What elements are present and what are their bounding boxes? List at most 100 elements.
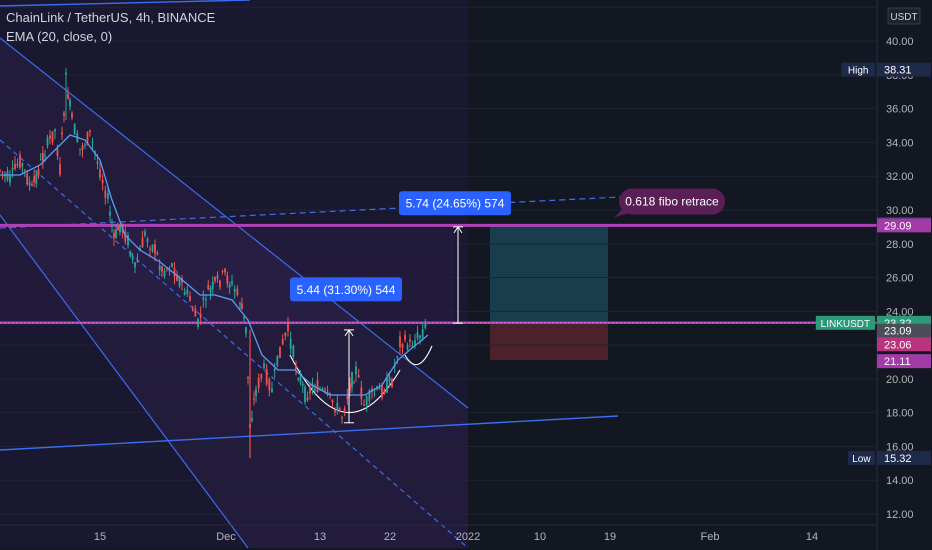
candle-body — [292, 345, 295, 357]
support-trend-line — [0, 415, 619, 451]
candle-body — [273, 368, 276, 371]
price-tag-value: 15.32 — [884, 453, 912, 465]
y-tick-label: 34.00 — [886, 137, 914, 149]
candle-body — [129, 251, 132, 257]
y-tick-label: 26.00 — [886, 273, 914, 285]
candle-body — [245, 327, 247, 334]
candle-body — [86, 131, 89, 145]
candle-body — [63, 112, 65, 116]
price-tag-value: 21.11 — [884, 356, 911, 368]
candle-body — [104, 190, 107, 198]
candle-body — [236, 288, 239, 295]
candle-body — [1, 171, 4, 173]
candle-body — [399, 336, 401, 347]
x-tick-label: 19 — [604, 531, 616, 543]
candle-body — [287, 322, 289, 332]
candle-body — [211, 281, 214, 290]
candle-body — [54, 129, 56, 132]
candle-body — [28, 182, 31, 186]
candle-body — [314, 388, 316, 391]
candle-body — [67, 93, 69, 99]
candle-body — [228, 284, 231, 288]
candle-body — [231, 281, 233, 285]
candle-body — [205, 299, 207, 301]
candle-body — [73, 124, 76, 135]
candle-body — [11, 167, 14, 170]
currency-badge — [887, 7, 921, 25]
candle-body — [401, 344, 404, 349]
candle-body — [265, 368, 268, 385]
candle-body — [381, 385, 383, 398]
price-tag — [877, 450, 931, 465]
candle-body — [61, 132, 63, 135]
candle-body — [279, 346, 281, 358]
candle-body — [341, 417, 343, 419]
candle-body — [219, 280, 221, 288]
candle-body — [349, 383, 351, 391]
x-tick-label: 14 — [806, 531, 818, 543]
y-tick-label: 12.00 — [886, 509, 914, 521]
fibo-callout-text: 0.618 fibo retrace — [625, 195, 719, 209]
measure-badge — [290, 277, 402, 302]
candle-body — [81, 145, 84, 151]
candle-body — [199, 313, 202, 318]
stop-zone — [490, 322, 608, 361]
candle-body — [171, 263, 173, 267]
y-tick-label: 40.00 — [886, 36, 914, 48]
price-tag — [877, 218, 931, 233]
candle-body — [321, 388, 324, 391]
candle-body — [69, 99, 71, 107]
candle-body — [161, 266, 163, 272]
candle-body — [233, 288, 236, 292]
candle-body — [96, 161, 99, 164]
candle-body — [324, 389, 326, 391]
candle-body — [154, 244, 156, 254]
candle-body — [168, 270, 171, 272]
price-tag-label-bg — [815, 315, 875, 330]
y-tick-label: 18.00 — [886, 408, 914, 420]
candle-body — [141, 237, 144, 248]
candle-body — [191, 309, 194, 311]
y-tick-label: 32.00 — [886, 171, 914, 183]
candle-body — [39, 159, 42, 161]
candle-body — [388, 376, 391, 382]
candle-body — [41, 152, 44, 161]
candle-body — [163, 270, 166, 277]
channel-lower-line — [0, 214, 249, 549]
candle-body — [251, 418, 253, 421]
candle-body — [46, 137, 49, 146]
price-tag-value: 23.09 — [884, 326, 912, 338]
ema-indicator-label: EMA (20, close, 0) — [6, 29, 113, 44]
candle-body — [346, 396, 349, 400]
candle-body — [91, 141, 94, 143]
candle-body — [127, 234, 129, 246]
candle-body — [406, 344, 409, 350]
candle-body — [353, 382, 355, 384]
candle-body — [115, 229, 117, 238]
candle-body — [37, 169, 40, 176]
y-tick-label: 14.00 — [886, 475, 914, 487]
channel-upper-line — [0, 37, 469, 409]
price-tag-label: Low — [852, 454, 871, 465]
candle-body — [255, 388, 257, 396]
candle-body — [202, 297, 205, 300]
candle-body — [368, 390, 371, 402]
candle-body — [343, 408, 346, 411]
candle-body — [424, 322, 427, 329]
candle-body — [189, 295, 191, 301]
candle-body — [79, 148, 81, 150]
candle-body — [386, 378, 388, 393]
candle-body — [209, 287, 212, 293]
candle-body — [260, 374, 263, 379]
candle-body — [158, 265, 161, 271]
candle-body — [373, 393, 376, 395]
candle-body — [49, 135, 51, 139]
price-tag — [877, 62, 931, 77]
candle-body — [44, 155, 46, 157]
candle-body — [404, 334, 406, 341]
y-tick-label: 16.00 — [886, 441, 914, 453]
candle-body — [99, 169, 101, 178]
candle-body — [131, 256, 134, 260]
candle-body — [409, 339, 411, 342]
